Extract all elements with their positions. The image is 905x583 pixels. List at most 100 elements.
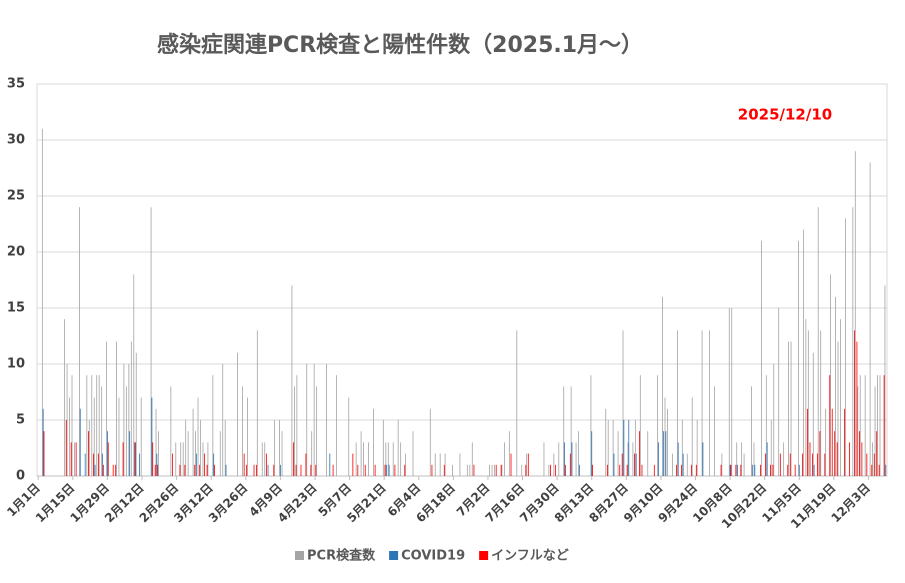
bar bbox=[387, 442, 389, 476]
bar bbox=[156, 453, 158, 476]
series bbox=[42, 397, 887, 476]
bar bbox=[69, 397, 70, 476]
bar bbox=[385, 442, 387, 476]
bar bbox=[122, 442, 124, 476]
bar bbox=[293, 442, 294, 476]
bar bbox=[571, 442, 573, 476]
bar bbox=[736, 442, 738, 476]
bar bbox=[128, 364, 130, 476]
bar bbox=[735, 464, 737, 476]
bar bbox=[728, 308, 730, 476]
bar bbox=[96, 375, 98, 476]
bar bbox=[329, 453, 331, 476]
bar bbox=[88, 431, 89, 476]
bar bbox=[836, 442, 838, 476]
bar bbox=[525, 464, 527, 476]
bar bbox=[335, 375, 337, 476]
bar bbox=[667, 408, 668, 476]
bar bbox=[662, 431, 664, 476]
bar bbox=[459, 453, 461, 476]
bar bbox=[877, 375, 878, 476]
legend-label: COVID19 bbox=[401, 549, 465, 564]
bar bbox=[647, 431, 649, 476]
bar bbox=[180, 442, 182, 476]
bar bbox=[412, 431, 414, 476]
bar bbox=[612, 420, 614, 476]
bar bbox=[626, 464, 628, 476]
bar bbox=[84, 453, 86, 476]
bar bbox=[816, 453, 818, 476]
bar bbox=[681, 420, 683, 476]
bar bbox=[106, 341, 108, 476]
bar bbox=[452, 464, 453, 476]
bar bbox=[682, 453, 684, 476]
bar bbox=[107, 442, 109, 476]
bar bbox=[641, 464, 643, 476]
bar bbox=[885, 464, 887, 476]
bar bbox=[386, 464, 388, 476]
bar bbox=[101, 386, 103, 476]
bar bbox=[753, 442, 755, 476]
bar bbox=[172, 453, 173, 476]
bar bbox=[686, 453, 688, 476]
bar bbox=[261, 442, 263, 476]
bar bbox=[605, 408, 607, 476]
bar bbox=[388, 464, 390, 476]
bar bbox=[553, 453, 555, 476]
bar bbox=[219, 431, 221, 476]
bar bbox=[175, 442, 177, 476]
bar bbox=[135, 442, 136, 476]
annotation: 2025/12/10 bbox=[738, 106, 832, 124]
bar bbox=[75, 442, 77, 476]
bar bbox=[88, 420, 90, 476]
bar bbox=[102, 464, 104, 476]
bar bbox=[41, 128, 43, 477]
bar bbox=[135, 352, 137, 476]
bar bbox=[107, 431, 108, 476]
bar bbox=[444, 453, 446, 476]
bar bbox=[805, 319, 807, 476]
bar bbox=[293, 386, 295, 476]
bar bbox=[466, 464, 468, 476]
bar bbox=[93, 397, 95, 476]
bar bbox=[157, 464, 159, 476]
bar bbox=[721, 453, 723, 476]
bar bbox=[202, 442, 204, 476]
bar bbox=[824, 453, 826, 476]
bar bbox=[657, 375, 659, 476]
bar bbox=[709, 330, 710, 476]
bar bbox=[558, 442, 560, 476]
bar bbox=[491, 464, 493, 476]
bar bbox=[879, 375, 881, 476]
bar bbox=[570, 386, 572, 476]
bar bbox=[243, 453, 245, 476]
bar bbox=[550, 464, 551, 476]
bar bbox=[628, 420, 630, 476]
bar bbox=[384, 464, 386, 476]
bar bbox=[621, 453, 623, 476]
bar bbox=[702, 442, 704, 476]
bar bbox=[779, 453, 781, 476]
bar bbox=[139, 453, 140, 476]
chart-title: 感染症関連PCR検査と陽性件数（2025.1月～） bbox=[157, 32, 643, 58]
bar bbox=[831, 408, 833, 476]
bar bbox=[555, 464, 556, 476]
bar bbox=[852, 207, 854, 476]
bar bbox=[154, 464, 156, 476]
bar bbox=[242, 386, 243, 476]
bar bbox=[819, 431, 821, 476]
bar bbox=[118, 397, 120, 476]
bar bbox=[79, 207, 80, 476]
bar bbox=[770, 420, 772, 476]
bar bbox=[788, 341, 789, 476]
bar bbox=[273, 464, 275, 476]
bar bbox=[510, 453, 512, 476]
bar bbox=[200, 420, 201, 476]
bar bbox=[155, 408, 157, 476]
bar bbox=[696, 420, 698, 476]
bar bbox=[714, 386, 715, 476]
bar bbox=[182, 442, 184, 476]
bar bbox=[115, 464, 117, 476]
bar bbox=[876, 431, 878, 476]
bar bbox=[802, 453, 803, 476]
